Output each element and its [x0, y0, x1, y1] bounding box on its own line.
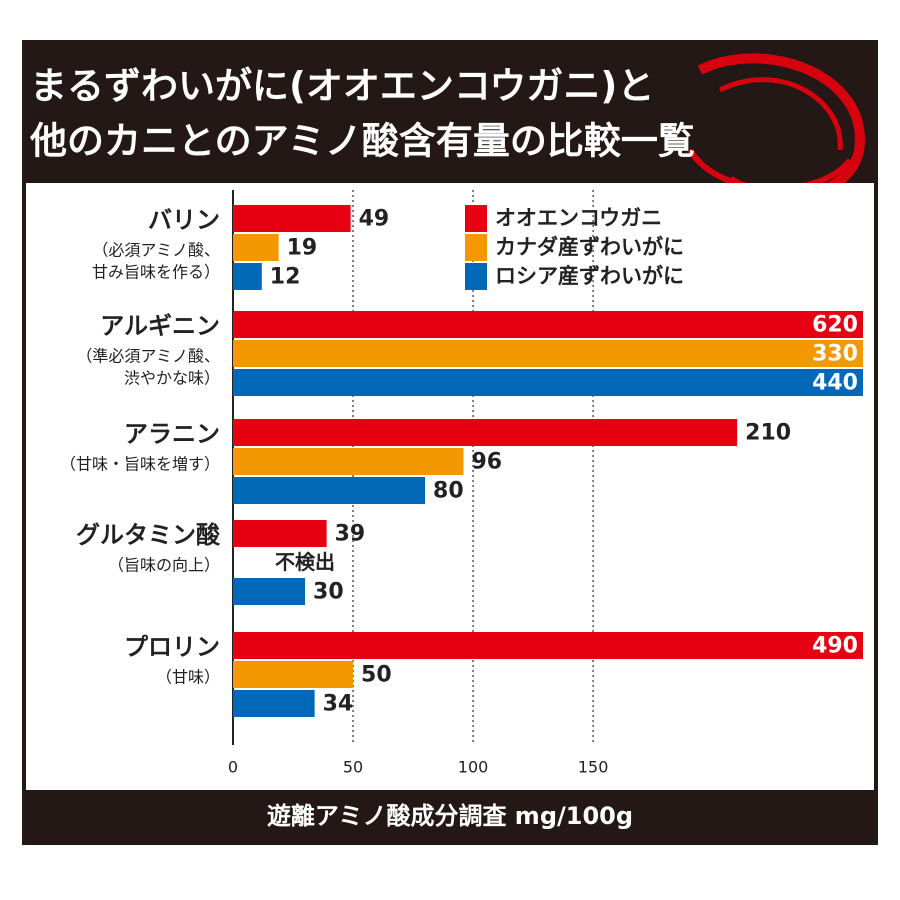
- legend-swatch: [465, 234, 487, 261]
- bar: [233, 661, 354, 688]
- plot-area: [26, 183, 874, 790]
- legend-swatch: [465, 263, 487, 290]
- category-note: 渋やかな味）: [124, 369, 220, 388]
- category-label: アラニン: [124, 420, 220, 448]
- value-label: 39: [335, 522, 366, 547]
- value-label: 30: [313, 580, 344, 605]
- chart-title: まるずわいがに(オオエンコウガニ)と: [30, 65, 654, 108]
- value-label: 80: [433, 479, 464, 504]
- bar: [233, 448, 464, 475]
- x-tick-label: 100: [458, 758, 489, 777]
- value-label: 210: [745, 421, 791, 446]
- category-note: （甘味）: [156, 668, 220, 687]
- bar: [233, 234, 279, 261]
- category-note: （甘味・旨味を増す）: [60, 455, 220, 474]
- bars: [233, 205, 863, 717]
- value-label: 620: [812, 313, 858, 338]
- bar: [233, 205, 351, 232]
- category-note: （準必須アミノ酸、: [76, 347, 220, 366]
- bar: [233, 340, 863, 367]
- bar: [233, 369, 863, 396]
- value-label: 50: [361, 663, 392, 688]
- bar: [233, 311, 863, 338]
- category-label: バリン: [148, 206, 220, 234]
- chart-title: 他のカニとのアミノ酸含有量の比較一覧: [29, 120, 695, 163]
- bar: [233, 263, 262, 290]
- bar: [233, 632, 863, 659]
- bar: [233, 690, 315, 717]
- category-note: 甘み旨味を作る）: [92, 263, 220, 282]
- value-label: 490: [812, 634, 858, 659]
- x-tick-label: 150: [578, 758, 609, 777]
- x-axis-label: 遊離アミノ酸成分調査 mg/100g: [267, 802, 633, 830]
- bar: [233, 477, 426, 504]
- value-label: 96: [471, 450, 502, 475]
- category-note: （必須アミノ酸、: [92, 241, 220, 260]
- bar: [233, 578, 306, 605]
- value-label: 49: [359, 207, 390, 232]
- category-label: グルタミン酸: [76, 521, 221, 549]
- bar: [233, 520, 327, 547]
- x-tick-label: 50: [343, 758, 363, 777]
- value-label: 不検出: [275, 550, 335, 574]
- value-label: 330: [812, 342, 858, 367]
- value-label: 34: [323, 692, 354, 717]
- category-label: プロリン: [124, 633, 220, 661]
- legend-label: オオエンコウガニ: [495, 206, 662, 230]
- value-label: 12: [270, 265, 301, 290]
- category-label: アルギニン: [100, 312, 220, 340]
- category-note: （旨味の向上）: [108, 556, 220, 575]
- value-label: 440: [812, 371, 858, 396]
- legend-label: ロシア産ずわいがに: [495, 264, 684, 288]
- bar: [233, 419, 738, 446]
- legend-swatch: [465, 205, 487, 232]
- value-label: 19: [287, 236, 318, 261]
- x-tick-label: 0: [228, 758, 238, 777]
- legend-label: カナダ産ずわいがに: [495, 235, 684, 259]
